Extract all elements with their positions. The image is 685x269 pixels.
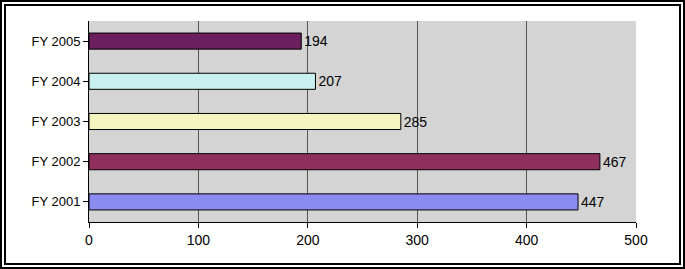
svg-text:0: 0 [85, 232, 93, 248]
svg-text:467: 467 [603, 154, 627, 170]
svg-text:FY 2005: FY 2005 [31, 34, 80, 49]
svg-text:200: 200 [296, 232, 320, 248]
svg-text:285: 285 [404, 114, 428, 130]
svg-text:FY 2002: FY 2002 [31, 154, 80, 169]
svg-text:300: 300 [406, 232, 430, 248]
svg-text:400: 400 [515, 232, 539, 248]
svg-text:447: 447 [581, 194, 605, 210]
svg-text:500: 500 [624, 232, 648, 248]
svg-text:FY 2003: FY 2003 [31, 114, 80, 129]
svg-text:FY 2004: FY 2004 [31, 74, 80, 89]
svg-text:100: 100 [187, 232, 211, 248]
svg-text:207: 207 [318, 73, 342, 89]
svg-text:FY 2001: FY 2001 [31, 194, 80, 209]
svg-text:194: 194 [304, 33, 328, 49]
